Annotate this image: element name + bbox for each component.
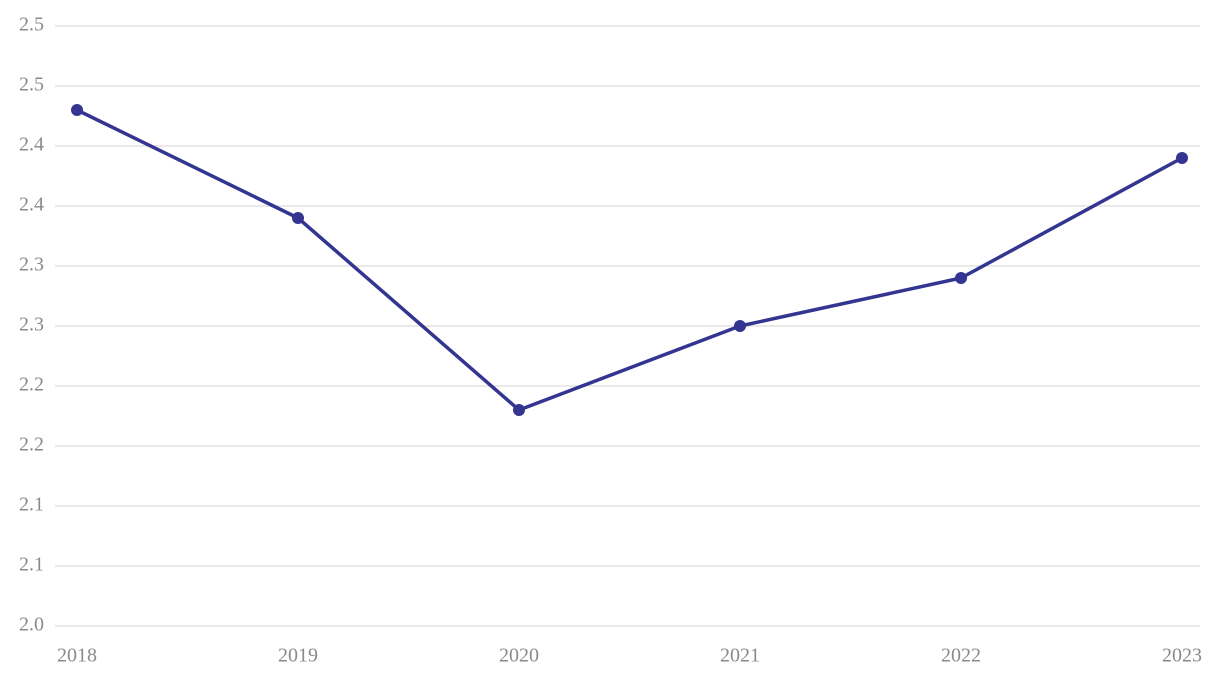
x-tick-label: 2018 (57, 645, 97, 667)
marker (955, 272, 967, 284)
x-tick-label: 2023 (1162, 645, 1202, 667)
line (76, 108, 1183, 412)
y-tick-label: 2.1 (19, 554, 44, 576)
y-tick-label: 2.0 (19, 614, 44, 636)
y-tick-label: 2.1 (19, 494, 44, 516)
marker (513, 404, 525, 416)
marker (292, 212, 304, 224)
y-tick-label: 2.2 (19, 374, 44, 396)
y-tick-label: 2.5 (19, 14, 44, 36)
y-tick-label: 2.4 (19, 194, 44, 216)
marker (1176, 152, 1188, 164)
marker (734, 320, 746, 332)
y-tick-label: 2.4 (19, 134, 44, 156)
y-tick-label: 2.5 (19, 74, 44, 96)
y-tick-label: 2.3 (19, 314, 44, 336)
x-tick-label: 2022 (941, 645, 981, 667)
x-tick-label: 2019 (278, 645, 318, 667)
y-tick-label: 2.2 (19, 434, 44, 456)
x-tick-label: 2021 (720, 645, 760, 667)
y-tick-label: 2.3 (19, 254, 44, 276)
x-tick-label: 2020 (499, 645, 539, 667)
marker (71, 104, 83, 116)
